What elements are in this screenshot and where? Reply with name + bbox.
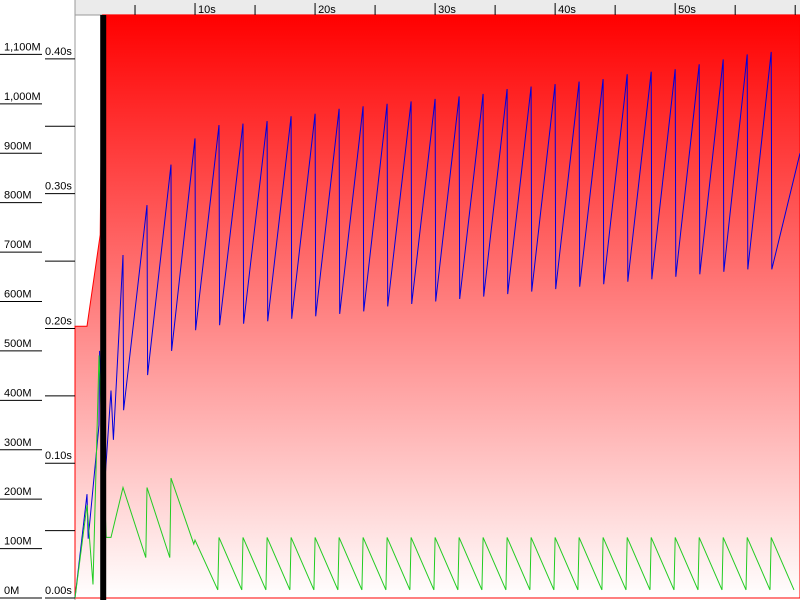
y-tick-label: 400M <box>4 387 32 399</box>
y-tick-label: 700M <box>4 239 32 251</box>
y2-tick-label: 0.20s <box>45 315 72 327</box>
y2-tick-label: 0.30s <box>45 181 72 193</box>
y-tick-label: 500M <box>4 338 32 350</box>
y-tick-label: 200M <box>4 486 32 498</box>
x-tick-label: 30s <box>438 4 456 16</box>
y2-tick-label: 0.00s <box>45 585 72 597</box>
used-heap-line <box>74 51 800 599</box>
y-tick-label: 100M <box>4 536 32 548</box>
y-tick-label: 1,000M <box>4 91 41 103</box>
x-tick-label: 10s <box>198 4 216 16</box>
time-ruler <box>75 0 800 15</box>
y2-tick-label: 0.40s <box>45 46 72 58</box>
pause-line <box>74 355 795 599</box>
plot-area <box>74 14 800 600</box>
y-tick-label: 800M <box>4 190 32 202</box>
y-tick-label: 1,100M <box>4 41 41 53</box>
heap-area <box>74 14 800 599</box>
y2-tick-label: 0.10s <box>45 450 72 462</box>
y-tick-label: 300M <box>4 437 32 449</box>
full-gc-marker <box>100 15 107 600</box>
y-tick-label: 600M <box>4 289 32 301</box>
x-tick-label: 40s <box>558 4 576 16</box>
y-tick-label: 900M <box>4 140 32 152</box>
x-tick-label: 20s <box>318 4 336 16</box>
y-tick-label: 0M <box>4 585 19 597</box>
x-tick-label: 50s <box>678 4 696 16</box>
